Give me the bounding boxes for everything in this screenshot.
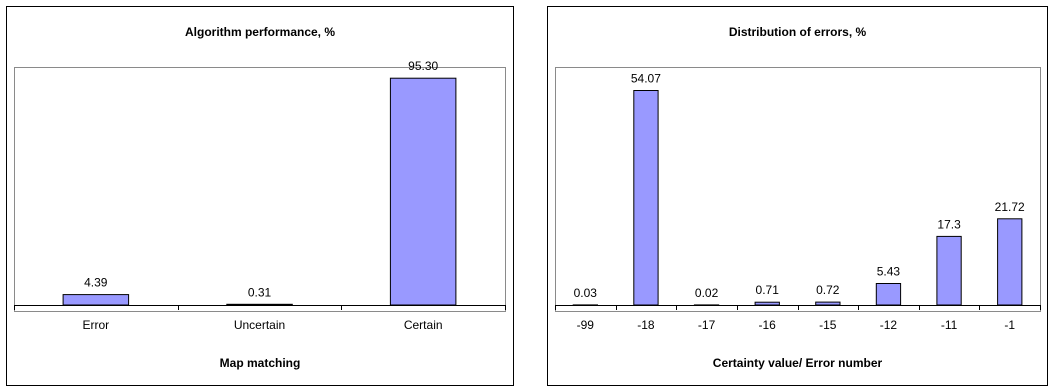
x-axis-label: Map matching <box>219 356 301 370</box>
data-label: 5.43 <box>877 265 901 279</box>
bar <box>62 294 130 306</box>
data-label: 95.30 <box>408 59 438 73</box>
bar <box>633 90 659 306</box>
x-tick-label: -15 <box>819 318 837 332</box>
plot-area <box>14 67 506 312</box>
data-label: 0.72 <box>816 283 840 297</box>
chart-algorithm-performance: Algorithm performance, % 4.39 Error 0.31 Un… <box>6 6 514 386</box>
plot-area <box>555 67 1041 312</box>
bar <box>875 283 902 306</box>
x-tick-label: Error <box>82 318 109 332</box>
x-tick-label: -1 <box>1004 318 1015 332</box>
data-label: 17.3 <box>937 217 961 231</box>
chart-svg: 4.39 Error 0.31 Uncertain 95.30 Certain <box>14 59 506 332</box>
x-axis-label: Certainty value/ Error number <box>712 356 883 370</box>
chart-title: Distribution of errors, % <box>728 25 867 39</box>
bar <box>997 218 1023 306</box>
x-tick-label: -11 <box>941 318 958 332</box>
chart-distribution-of-errors: Distribution of errors, % 0.03 -99 54.07 -1… <box>547 6 1048 386</box>
data-label: 54.07 <box>631 72 661 86</box>
chart-title: Algorithm performance, % <box>184 25 336 39</box>
chart-svg: 0.03 -99 54.07 -18 0.02 -17 0.71 -16 0.72 -15 5.43… <box>555 72 1041 332</box>
bar <box>226 303 293 306</box>
bar <box>754 301 780 306</box>
data-label: 21.72 <box>995 200 1025 214</box>
data-label: 4.39 <box>84 276 108 290</box>
bar <box>389 77 457 306</box>
data-label: 0.31 <box>248 285 272 299</box>
data-label: 0.71 <box>756 283 780 297</box>
x-tick-label: -99 <box>577 318 595 332</box>
bar <box>936 235 962 306</box>
x-tick-label: -12 <box>880 318 898 332</box>
data-label: 0.03 <box>574 286 598 300</box>
data-label: 0.02 <box>695 286 719 300</box>
x-tick-label: -16 <box>759 318 777 332</box>
x-tick-label: -17 <box>698 318 716 332</box>
x-tick-label: -18 <box>637 318 655 332</box>
x-tick-label: Uncertain <box>234 318 285 332</box>
bar <box>815 301 841 306</box>
x-tick-label: Certain <box>404 318 443 332</box>
